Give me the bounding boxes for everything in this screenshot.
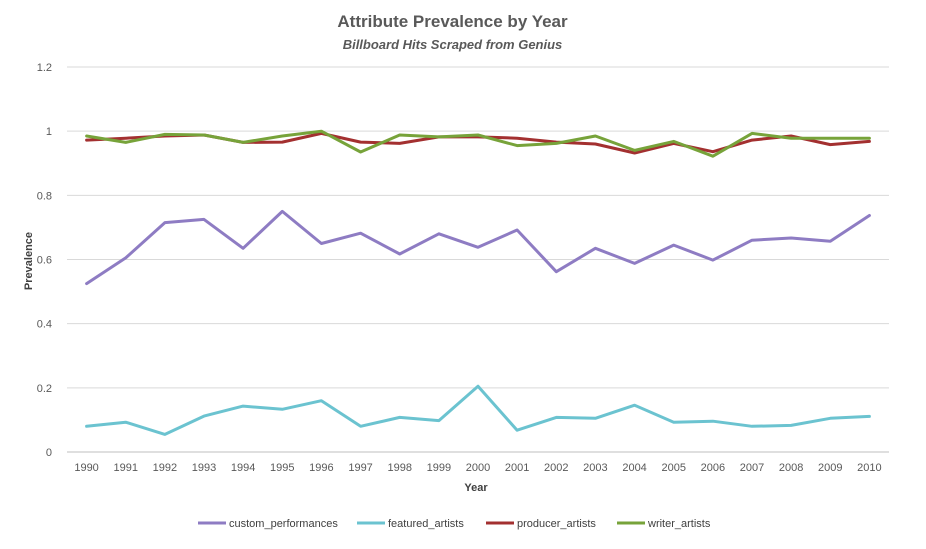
y-tick-label: 0.6 xyxy=(37,255,52,267)
x-tick-label: 2000 xyxy=(466,462,490,474)
x-tick-label: 2009 xyxy=(818,462,842,474)
x-tick-label: 1994 xyxy=(231,462,255,474)
x-tick-label: 2001 xyxy=(505,462,529,474)
x-tick-label: 1990 xyxy=(74,462,98,474)
legend-label-producer_artists: producer_artists xyxy=(517,518,596,530)
x-axis-title: Year xyxy=(464,482,488,494)
y-tick-label: 0.2 xyxy=(37,383,52,395)
series-line-writer_artists xyxy=(85,129,871,158)
y-tick-label: 0.4 xyxy=(37,319,52,331)
legend-label-custom_performances: custom_performances xyxy=(229,518,338,530)
x-tick-label: 2004 xyxy=(622,462,646,474)
x-axis-ticks: 1990 1991 1992 1993 1994 1995 1996 1997 1998 1999… xyxy=(74,462,881,474)
y-axis-ticks: 0 0.2 0.4 0.6 0.8 1 1.2 xyxy=(37,62,52,459)
y-tick-label: 1.2 xyxy=(37,62,52,74)
x-tick-label: 1997 xyxy=(348,462,372,474)
y-tick-label: 1 xyxy=(46,126,52,138)
legend-label-featured_artists: featured_artists xyxy=(388,518,464,530)
y-tick-label: 0 xyxy=(46,447,52,459)
series-line-custom_performances xyxy=(85,209,871,286)
x-tick-label: 1993 xyxy=(192,462,216,474)
x-tick-label: 2002 xyxy=(544,462,568,474)
gridlines xyxy=(67,66,889,453)
series-lines xyxy=(85,129,871,436)
x-tick-label: 1999 xyxy=(427,462,451,474)
x-tick-label: 2008 xyxy=(779,462,803,474)
x-tick-label: 2007 xyxy=(740,462,764,474)
y-tick-label: 0.8 xyxy=(37,190,52,202)
chart-title: Attribute Prevalence by Year xyxy=(337,12,568,31)
series-line-featured_artists xyxy=(85,384,871,436)
legend-label-writer_artists: writer_artists xyxy=(647,518,711,530)
x-tick-label: 2006 xyxy=(701,462,725,474)
x-tick-label: 2005 xyxy=(661,462,685,474)
x-tick-label: 1996 xyxy=(309,462,333,474)
x-tick-label: 2010 xyxy=(857,462,881,474)
x-tick-label: 2003 xyxy=(583,462,607,474)
x-tick-label: 1992 xyxy=(153,462,177,474)
x-tick-label: 1991 xyxy=(113,462,137,474)
x-tick-label: 1995 xyxy=(270,462,294,474)
x-tick-label: 1998 xyxy=(387,462,411,474)
chart-subtitle: Billboard Hits Scraped from Genius xyxy=(342,37,563,52)
y-axis-title: Prevalence xyxy=(23,232,35,290)
legend: custom_performances featured_artists produ… xyxy=(198,518,711,530)
